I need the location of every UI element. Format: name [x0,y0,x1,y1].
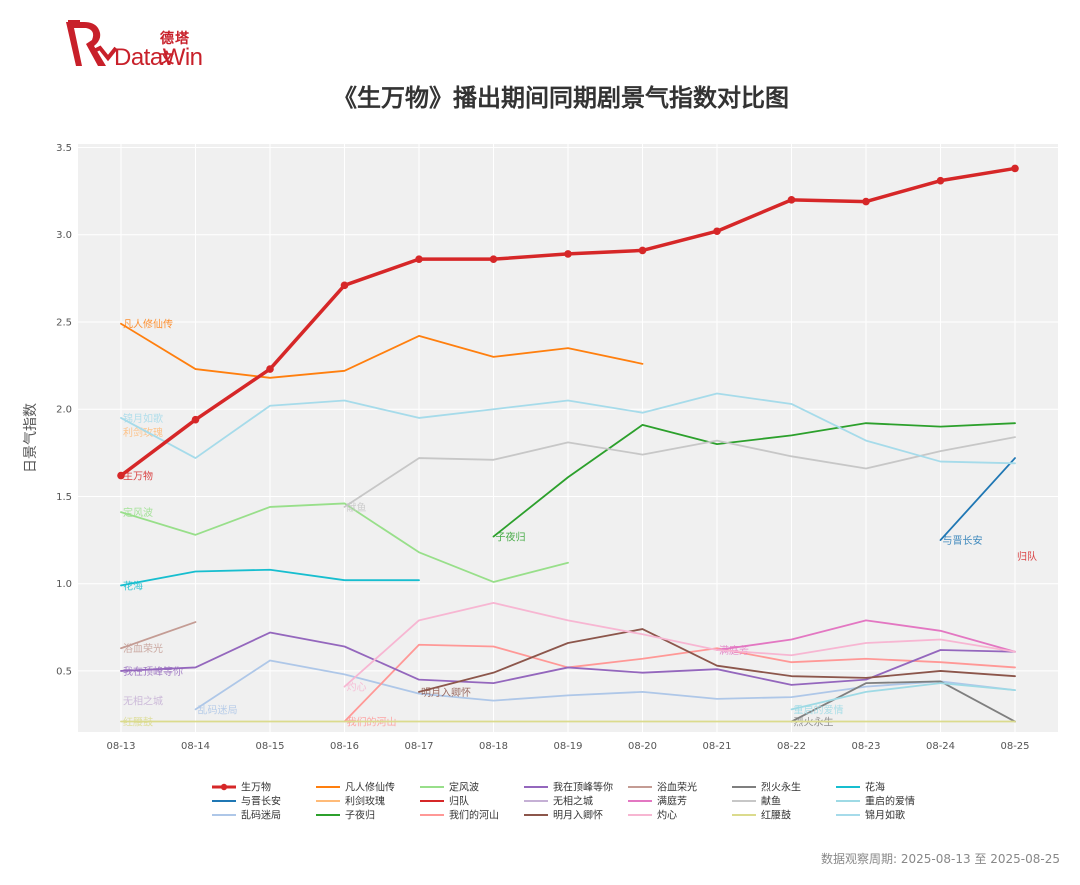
series-inline-label-定风波: 定风波 [123,506,153,519]
series-inline-label-灼心: 灼心 [347,681,367,694]
logo-brand-en: DataWin [114,44,203,71]
legend-label-我们的河山: 我们的河山 [449,809,499,822]
series-point-生万物 [713,227,721,236]
y-tick-label: 0.5 [56,666,72,677]
y-tick-label: 2.0 [56,405,72,416]
legend-label-定风波: 定风波 [449,781,479,794]
legend-label-归队: 归队 [449,795,469,808]
series-point-生万物 [936,176,945,185]
series-line-定风波 [120,502,569,583]
legend-label-利剑玫瑰: 利剑玫瑰 [345,795,385,808]
datawin-logo-icon [66,20,118,66]
series-inline-label-明月入卿怀: 明月入卿怀 [421,687,471,699]
series-line-乱码迷局 [194,659,1016,711]
legend-label-重启的爱情: 重启的爱情 [865,795,915,808]
series-line-我在顶峰等你 [120,631,1016,686]
legend-label-满庭芳: 满庭芳 [657,795,687,808]
series-point-生万物 [564,250,572,258]
legend-label-明月入卿怀: 明月入卿怀 [553,810,603,822]
legend-label-浴血荣光: 浴血荣光 [657,781,697,794]
series-line-灼心 [343,601,1016,688]
legend-label-凡人修仙传: 凡人修仙传 [345,781,395,794]
datawin-logo: 德塔文 DataWin [64,18,204,72]
series-inline-label-献鱼: 献鱼 [347,501,367,514]
legend-label-子夜归: 子夜归 [345,809,375,822]
x-tick-label: 08-22 [777,741,806,752]
legend-label-灼心: 灼心 [657,809,677,822]
series-inline-label-乱码迷局: 乱码迷局 [198,704,238,716]
series-line-与晋长安 [939,457,1016,541]
series-line-重启的爱情 [790,682,1016,711]
x-tick-label: 08-19 [553,741,582,752]
series-inline-label-重启的爱情: 重启的爱情 [794,703,844,716]
series-inline-label-红腰鼓: 红腰鼓 [123,716,153,729]
legend-label-红腰鼓: 红腰鼓 [761,809,791,822]
x-tick-label: 08-23 [851,741,880,752]
legend-label-献鱼: 献鱼 [761,795,781,808]
observation-period-note: 数据观察周期: 2025-08-13 至 2025-08-25 [821,852,1060,866]
legend-label-烈火永生: 烈火永生 [761,781,801,794]
x-tick-label: 08-16 [330,741,359,752]
legend-label-我在顶峰等你: 我在顶峰等你 [553,781,613,794]
series-line-明月入卿怀 [418,628,1016,693]
series-line-锦月如歌 [120,392,1016,465]
series-inline-label-归队: 归队 [1017,550,1037,563]
legend-label-无相之城: 无相之城 [553,795,593,808]
series-inline-label-锦月如歌: 锦月如歌 [123,412,163,425]
series-point-生万物 [340,281,349,290]
series-point-生万物 [638,246,647,255]
series-point-生万物 [787,196,796,204]
y-tick-label: 2.5 [56,317,72,328]
series-point-生万物 [489,255,498,263]
logo-brand-cn: 德塔文 [160,31,190,67]
legend-label-花海: 花海 [865,781,885,794]
legend-label-乱码迷局: 乱码迷局 [241,810,281,822]
legend-label-与晋长安: 与晋长安 [241,795,281,808]
legend-marker-生万物 [220,783,228,791]
series-point-生万物 [117,471,125,480]
series-inline-label-与晋长安: 与晋长安 [943,534,983,547]
x-tick-label: 08-24 [926,741,955,752]
legend-label-锦月如歌: 锦月如歌 [865,809,905,822]
y-tick-label: 1.0 [56,579,72,590]
series-inline-label-花海: 花海 [123,579,143,592]
series-inline-label-凡人修仙传: 凡人修仙传 [123,318,173,331]
series-point-生万物 [191,415,200,424]
x-tick-label: 08-20 [628,741,657,752]
series-inline-label-我在顶峰等你: 我在顶峰等你 [123,665,183,678]
series-inline-label-浴血荣光: 浴血荣光 [123,642,163,655]
x-tick-label: 08-21 [702,741,731,752]
series-line-凡人修仙传 [120,322,644,379]
y-axis-label: 日景气指数 [23,403,39,473]
x-tick-label: 08-15 [255,741,284,752]
y-tick-label: 3.0 [56,230,72,241]
x-tick-label: 08-18 [479,741,508,752]
series-inline-label-子夜归: 子夜归 [496,531,526,544]
series-point-生万物 [1011,164,1019,173]
series-point-生万物 [415,255,423,263]
series-point-生万物 [862,197,870,206]
x-tick-label: 08-25 [1000,741,1029,752]
x-tick-label: 08-17 [404,741,433,752]
legend-label-生万物: 生万物 [241,781,271,794]
series-line-子夜归 [492,422,1016,538]
series-line-满庭芳 [716,619,1016,653]
x-tick-label: 08-14 [181,741,210,752]
y-tick-label: 3.5 [56,143,72,154]
series-line-花海 [120,568,420,587]
series-line-我们的河山 [343,643,1016,723]
series-inline-label-生万物: 生万物 [123,470,153,483]
y-tick-label: 1.5 [56,492,72,503]
series-inline-label-无相之城: 无相之城 [123,695,163,708]
series-line-烈火永生 [790,680,1016,723]
series-line-浴血荣光 [120,621,197,650]
series-point-生万物 [266,365,274,373]
chart-title: 《生万物》播出期间同期剧景气指数对比图 [333,84,789,112]
x-tick-label: 08-13 [106,741,135,752]
series-line-献鱼 [343,436,1016,508]
